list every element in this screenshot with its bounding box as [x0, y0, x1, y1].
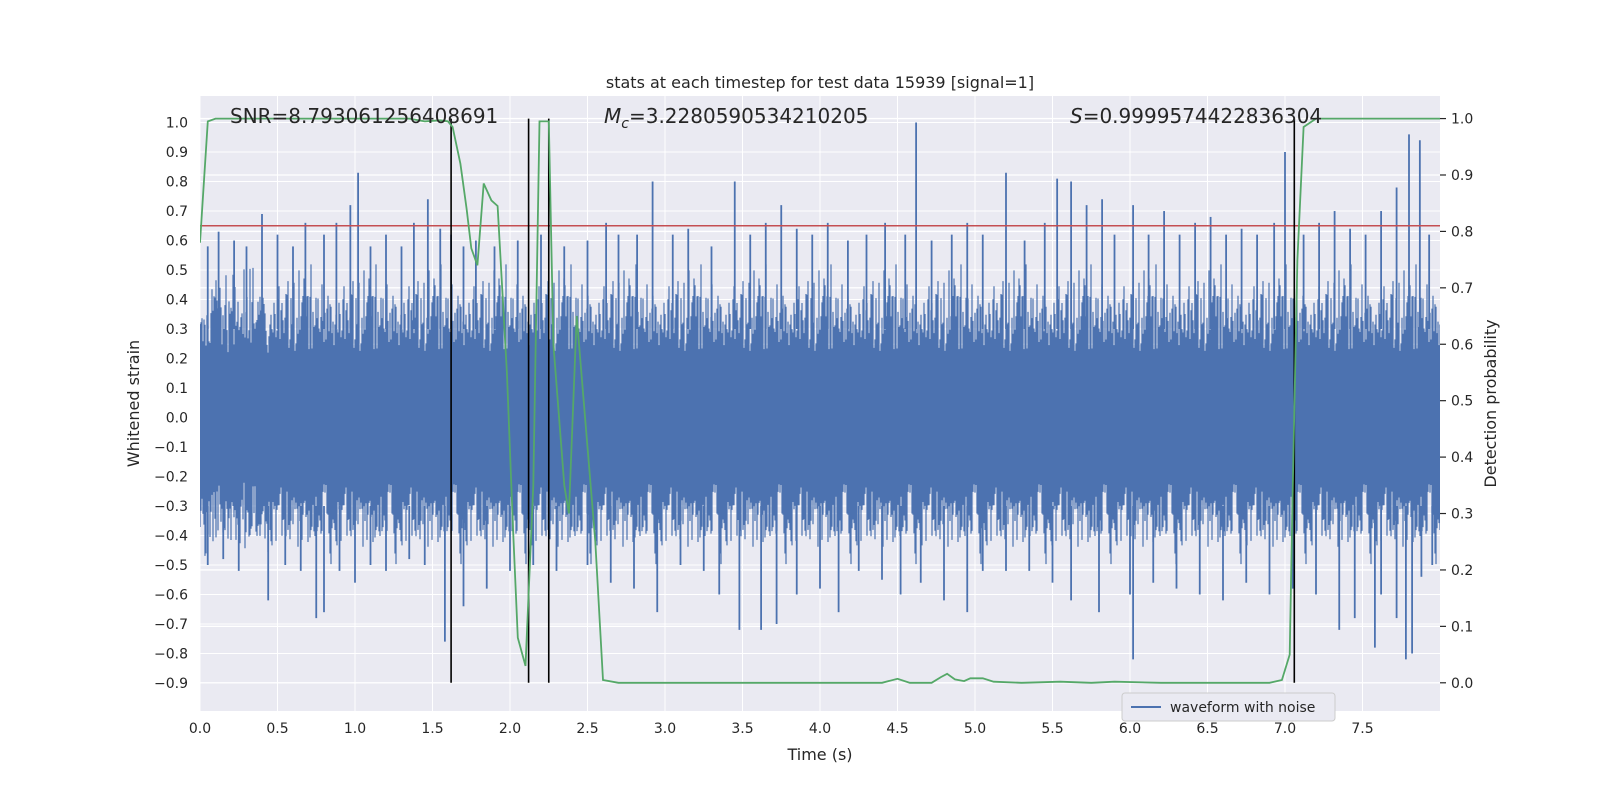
x-tick-label: 7.5 — [1351, 721, 1373, 737]
y-tick-label: 0.0 — [166, 411, 188, 427]
x-tick-label: 7.0 — [1274, 721, 1296, 737]
y2-tick-label: 0.1 — [1451, 619, 1473, 635]
waveform-series — [200, 122, 1440, 660]
snr-annotation: SNR=8.793061256408691 — [230, 104, 498, 128]
legend: waveform with noise — [1121, 692, 1336, 722]
y-tick-label: 0.4 — [166, 293, 188, 309]
y-tick-label: 0.1 — [166, 381, 188, 397]
mc-symbol: M — [604, 104, 621, 128]
y2-axis-label: Detection probability — [1481, 319, 1500, 487]
x-tick-label: 0.5 — [266, 721, 288, 737]
x-tick-label: 0.0 — [189, 721, 211, 737]
x-tick-label: 4.5 — [886, 721, 908, 737]
y-tick-label: 0.8 — [166, 175, 188, 191]
x-axis-ticks: 0.0 0.5 1.0 1.5 2.0 2.5 3.0 3.5 4.0 4.5 5.0 5.5 6.0 6… — [189, 721, 1374, 737]
y-tick-label: 1.0 — [166, 116, 188, 132]
legend-box — [1121, 692, 1336, 722]
mc-value: =3.2280590534210205 — [629, 104, 868, 128]
y2-tick-label: 0.9 — [1451, 168, 1473, 184]
waveform-core-band — [200, 358, 1440, 477]
y-tick-label: −0.4 — [154, 528, 188, 544]
y-tick-label: 0.2 — [166, 352, 188, 368]
y-tick-label: 0.6 — [166, 234, 188, 250]
y-axis-ticks: −0.9 −0.8 −0.7 −0.6 −0.5 −0.4 −0.3 −0.2 −0.1 0.0 0… — [154, 116, 188, 692]
y2-tick-label: 0.3 — [1451, 507, 1473, 523]
y-tick-label: −0.6 — [154, 587, 188, 603]
x-tick-label: 5.5 — [1041, 721, 1063, 737]
chart-title: stats at each timestep for test data 159… — [606, 73, 1034, 92]
s-value: =0.9999574422836304 — [1083, 104, 1322, 128]
x-tick-label: 4.0 — [809, 721, 831, 737]
x-tick-label: 1.0 — [344, 721, 366, 737]
y-tick-label: −0.7 — [154, 617, 188, 633]
y2-tick-label: 0.4 — [1451, 450, 1473, 466]
y-tick-label: −0.8 — [154, 646, 188, 662]
x-axis-label: Time (s) — [786, 745, 852, 764]
y-tick-label: −0.3 — [154, 499, 188, 515]
x-tick-label: 1.5 — [421, 721, 443, 737]
detection-probability-line — [200, 117, 1440, 684]
s-annotation: S=0.9999574422836304 — [1070, 104, 1322, 128]
y-tick-label: −0.5 — [154, 558, 188, 574]
x-tick-label: 3.5 — [731, 721, 753, 737]
legend-entry: waveform with noise — [1170, 700, 1315, 716]
y-tick-label: −0.9 — [154, 676, 188, 692]
mc-subscript: c — [621, 116, 629, 132]
y2-tick-label: 1.0 — [1451, 112, 1473, 128]
x-tick-label: 5.0 — [964, 721, 986, 737]
s-symbol: S — [1070, 104, 1083, 128]
x-tick-label: 3.0 — [654, 721, 676, 737]
y-tick-label: 0.7 — [166, 204, 188, 220]
x-tick-label: 2.0 — [499, 721, 521, 737]
y2-tick-label: 0.6 — [1451, 337, 1473, 353]
y-axis-label: Whitened strain — [124, 340, 143, 467]
x-tick-label: 6.0 — [1119, 721, 1141, 737]
y-tick-label: 0.3 — [166, 322, 188, 338]
y2-tick-label: 0.8 — [1451, 224, 1473, 240]
plot-area — [200, 117, 1440, 684]
mc-annotation: Mc=3.2280590534210205 — [604, 104, 868, 132]
y2-tick-label: 0.0 — [1451, 676, 1473, 692]
y-tick-label: 0.9 — [166, 145, 188, 161]
y2-tick-label: 0.7 — [1451, 281, 1473, 297]
y-tick-label: 0.5 — [166, 263, 188, 279]
y-tick-label: −0.1 — [154, 440, 188, 456]
y2-axis-ticks: 0.0 0.1 0.2 0.3 0.4 0.5 0.6 0.7 0.8 0.9 1.0 — [1440, 112, 1473, 692]
y-tick-label: −0.2 — [154, 470, 188, 486]
x-tick-label: 2.5 — [576, 721, 598, 737]
y2-tick-label: 0.2 — [1451, 563, 1473, 579]
detection-probability-series — [200, 117, 1440, 684]
x-tick-label: 6.5 — [1196, 721, 1218, 737]
y2-tick-label: 0.5 — [1451, 394, 1473, 410]
